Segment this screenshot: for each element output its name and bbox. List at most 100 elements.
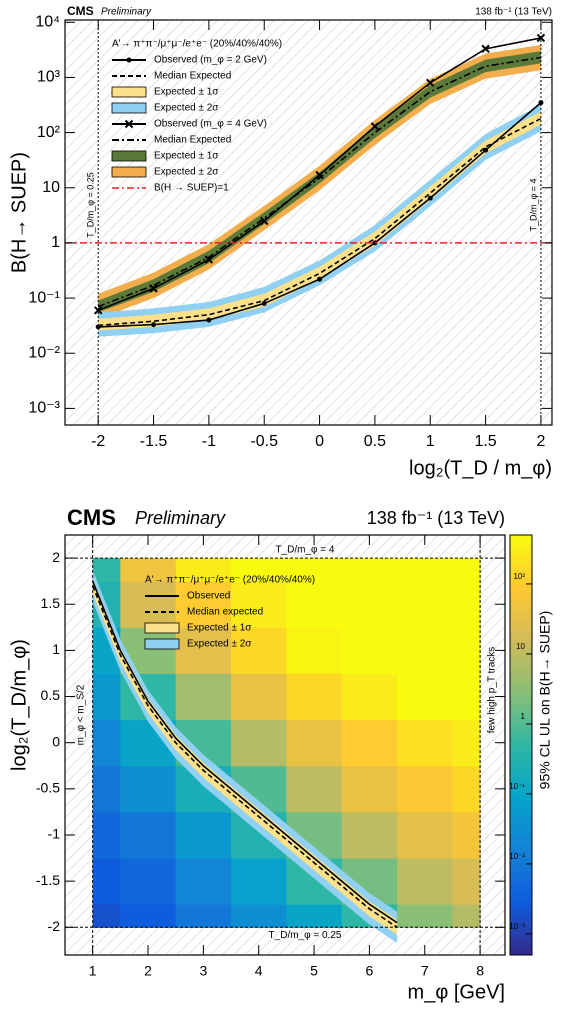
x-tick-label: 2 bbox=[536, 433, 545, 450]
heatmap-cell bbox=[286, 581, 343, 628]
heatmap-cell bbox=[341, 719, 398, 767]
legend-label: Expected ± 1σ bbox=[154, 87, 219, 98]
y-axis-label: log₂(T_D/m_φ) bbox=[8, 639, 30, 771]
x-tick-label: -2 bbox=[91, 433, 105, 450]
marker bbox=[204, 255, 214, 264]
heatmap-cell bbox=[452, 558, 481, 582]
y-tick-label: 1.5 bbox=[41, 595, 61, 611]
annotation-label: T_D/m_φ = 0.25 bbox=[269, 930, 342, 941]
heatmap-cell bbox=[341, 765, 398, 813]
x-tick-label: 5 bbox=[310, 963, 318, 979]
colorbar-step bbox=[510, 618, 532, 627]
y-tick-label: 10⁻³ bbox=[28, 400, 60, 417]
heatmap-cell bbox=[92, 765, 121, 813]
colorbar-step bbox=[510, 709, 532, 718]
heatmap-cell bbox=[286, 719, 343, 767]
x-tick-label: 2 bbox=[144, 963, 152, 979]
legend-label: Median expected bbox=[187, 607, 263, 618]
marker bbox=[372, 240, 378, 246]
heatmap-cell bbox=[397, 858, 453, 905]
colorbar-step bbox=[510, 814, 532, 823]
x-tick-label: 7 bbox=[421, 963, 429, 979]
heatmap-cell bbox=[341, 811, 398, 859]
x-tick-label: 4 bbox=[255, 963, 263, 979]
colorbar-step bbox=[510, 947, 532, 956]
colorbar-step bbox=[510, 751, 532, 760]
heatmap-cell bbox=[175, 811, 232, 859]
experiment: CMS bbox=[67, 4, 94, 18]
x-tick-label: 1 bbox=[89, 963, 97, 979]
colorbar-step bbox=[510, 716, 532, 725]
legend-swatch bbox=[111, 166, 147, 178]
x-axis-label: log₂(T_D / m_φ) bbox=[409, 457, 552, 479]
lumi: 138 fb⁻¹ (13 TeV) bbox=[475, 7, 552, 18]
colorbar-step bbox=[510, 583, 532, 592]
colorbar-tick-label: 10⁻² bbox=[509, 852, 525, 861]
colorbar-frame bbox=[509, 534, 533, 956]
heatmap-cell bbox=[286, 904, 343, 928]
colorbar-step bbox=[510, 765, 532, 774]
colorbar-step bbox=[510, 730, 532, 739]
heatmap-cell bbox=[231, 558, 287, 582]
heatmap-cell bbox=[397, 811, 453, 859]
colorbar-step bbox=[510, 940, 532, 949]
legend-marker bbox=[124, 119, 134, 129]
y-tick-label: 1 bbox=[52, 641, 60, 657]
colorbar-step bbox=[510, 772, 532, 781]
colorbar-step bbox=[510, 870, 532, 879]
heatmap-cell bbox=[397, 904, 453, 928]
heatmap-cell bbox=[92, 673, 121, 721]
colorbar-step bbox=[510, 779, 532, 788]
colorbar-step bbox=[510, 541, 532, 550]
colorbar-step bbox=[510, 695, 532, 704]
heatmap-cell bbox=[452, 673, 481, 721]
colorbar-tick-label: 10² bbox=[513, 572, 525, 581]
plot-frame bbox=[64, 534, 506, 956]
colorbar-step bbox=[510, 737, 532, 746]
heatmap-cell bbox=[452, 811, 481, 859]
marker bbox=[206, 317, 212, 323]
heatmap-cell bbox=[397, 581, 453, 628]
heatmap-cell bbox=[452, 904, 481, 928]
colorbar-step bbox=[510, 667, 532, 676]
heatmap-cell bbox=[452, 581, 481, 628]
colorbar-step bbox=[510, 681, 532, 690]
colorbar-step bbox=[510, 919, 532, 928]
heatmap-cell bbox=[120, 765, 177, 813]
line bbox=[91, 585, 398, 928]
x-tick-label: -1.5 bbox=[140, 433, 168, 450]
heatmap-cell bbox=[286, 558, 343, 582]
band bbox=[98, 51, 541, 313]
legend-label: Median Expected bbox=[154, 135, 231, 146]
colorbar-step bbox=[510, 807, 532, 816]
lumi: 138 fb⁻¹ (13 TeV) bbox=[367, 508, 505, 528]
legend-marker bbox=[126, 57, 132, 63]
colorbar-step bbox=[510, 800, 532, 809]
colorbar-tick-label: 10 bbox=[516, 642, 525, 651]
legend-label: Median Expected bbox=[154, 71, 231, 82]
marker bbox=[426, 78, 435, 87]
legend-label: Expected ± 2σ bbox=[154, 167, 219, 178]
heatmap-cell bbox=[175, 673, 232, 721]
heatmap-cell bbox=[452, 858, 481, 905]
line bbox=[97, 56, 542, 308]
x-tick-label: 1 bbox=[426, 433, 435, 450]
heatmap-cell bbox=[120, 558, 177, 582]
marker bbox=[483, 147, 489, 153]
legend-label: Expected ± 2σ bbox=[154, 103, 219, 114]
x-tick-label: -1 bbox=[202, 433, 216, 450]
plot-frame bbox=[64, 19, 553, 426]
heatmap-cell bbox=[452, 719, 481, 767]
legend-label: Observed (m_φ = 2 GeV) bbox=[154, 55, 267, 66]
heatmap-cell bbox=[341, 581, 398, 628]
colorbar-step bbox=[510, 569, 532, 578]
y-tick-label: -1 bbox=[48, 826, 61, 842]
heatmap-cell bbox=[231, 719, 287, 767]
colorbar-tick-label: 10⁻³ bbox=[509, 922, 525, 931]
marker bbox=[93, 306, 103, 315]
heatmap-cell bbox=[92, 811, 121, 859]
y-tick-label: 2 bbox=[52, 549, 60, 565]
heatmap-cell bbox=[397, 558, 453, 582]
colorbar-step bbox=[510, 849, 532, 858]
